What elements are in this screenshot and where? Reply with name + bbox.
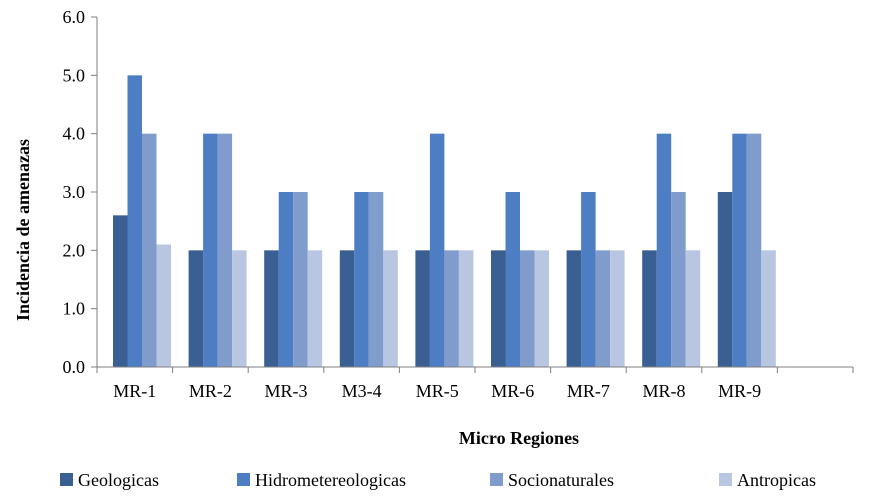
bar [656,133,672,367]
x-tick-label: MR-6 [491,381,534,401]
y-tick-label: 5.0 [63,65,86,85]
bar [491,250,506,367]
legend: Geologicas Hidrometereologicas Socionatura… [60,470,816,490]
y-tick-label: 2.0 [63,240,86,260]
y-axis-ticks: 0.0 1.0 2.0 3.0 4.0 5.0 6.0 [63,7,97,377]
bar [339,250,355,367]
legend-swatch [237,473,250,486]
bar [203,133,218,367]
y-tick-label: 4.0 [63,124,86,144]
bar [761,250,776,367]
bar [113,215,128,367]
bar [534,250,549,367]
bar [127,75,142,367]
x-tick-label: MR-5 [416,381,459,401]
bar [685,250,701,367]
bar [293,192,308,367]
bar [429,133,445,367]
bar [383,250,398,367]
bar [505,192,520,367]
bar [717,192,733,367]
legend-label: Hidrometereologicas [255,470,406,490]
bar [156,244,171,367]
legend-label: Socionaturales [508,470,614,490]
y-tick-label: 0.0 [63,357,86,377]
bar [142,133,157,367]
x-axis-ticks: MR-1 MR-2 MR-3 M3-4 MR-5 MR-6 MR-7 MR-8 MR-9 [96,367,854,401]
x-tick-label: M3-4 [342,381,382,401]
bar [188,250,204,367]
bar [354,192,369,367]
y-tick-label: 1.0 [63,299,86,319]
x-tick-label: MR-2 [189,381,232,401]
x-tick-label: MR-8 [642,381,685,401]
legend-label: Geologicas [78,470,159,490]
legend-label: Antropicas [737,470,816,490]
bar [232,250,247,367]
bar [278,192,294,367]
bars [113,75,776,367]
x-axis-title: Micro Regiones [459,428,579,448]
bar [458,250,474,367]
bar [444,250,459,367]
x-tick-label: MR-3 [264,381,307,401]
bar [642,250,657,367]
bar [746,133,762,367]
bar [610,250,625,367]
bar [217,133,233,367]
bar [566,250,582,367]
x-tick-label: MR-9 [718,381,761,401]
x-tick-label: MR-7 [567,381,610,401]
x-tick-label: MR-1 [113,381,156,401]
bar [581,192,596,367]
legend-swatch [60,473,73,486]
bar [520,250,535,367]
bar [671,192,686,367]
bar [368,192,384,367]
bar [307,250,323,367]
bar [595,250,611,367]
bar [415,250,430,367]
y-tick-label: 6.0 [63,7,86,27]
y-axis-title: Incidencia de amenazas [13,139,33,321]
bar [732,133,747,367]
legend-swatch [719,473,732,486]
bar [264,250,279,367]
y-tick-label: 3.0 [63,182,86,202]
legend-swatch [490,473,503,486]
